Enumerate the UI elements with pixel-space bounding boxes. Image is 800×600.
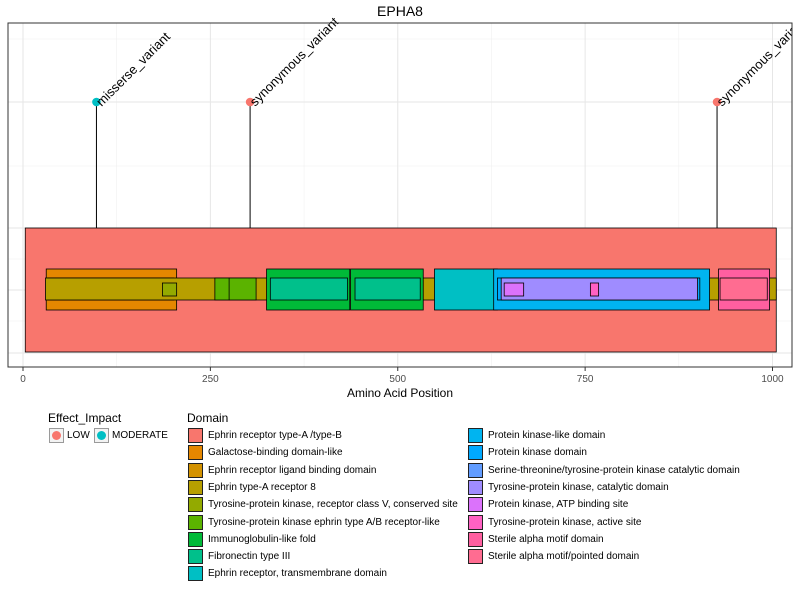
legend-domain-item: Serine-threonine/tyrosine-protein kinase… (468, 462, 740, 478)
domain-segment (719, 277, 768, 301)
lollipop-head (712, 97, 722, 107)
legend-swatch (188, 462, 203, 478)
legend-label: Ephrin receptor ligand binding domain (208, 464, 377, 476)
legend-dot (52, 431, 61, 440)
legend-domain-item: Galactose-binding domain-like (188, 445, 343, 461)
legend-key (49, 428, 64, 443)
legend-effect-title: Effect_Impact (48, 411, 122, 425)
legend-label: Tyrosine-protein kinase, receptor class … (208, 499, 458, 511)
domain-segment (434, 268, 498, 311)
chart-title: EPHA8 (377, 3, 423, 19)
x-tick-label: 0 (20, 374, 26, 385)
domain-16 (719, 277, 768, 301)
legend-label: Immunoglobulin-like fold (208, 533, 316, 545)
legend-label: Protein kinase, ATP binding site (488, 499, 629, 511)
legend-label: Ephrin receptor type-A /type-B (208, 430, 342, 441)
domain-segment (214, 277, 231, 301)
legend-domain-item: Ephrin receptor ligand binding domain (188, 462, 377, 478)
legend-swatch (468, 531, 483, 547)
legend-label: Protein kinase domain (488, 447, 587, 459)
domain-8 (434, 268, 498, 311)
panel-border (7, 22, 793, 368)
domain-4 (162, 282, 178, 297)
legend-label: LOW (67, 430, 90, 441)
legend-domain-item: Tyrosine-protein kinase, receptor class … (188, 497, 458, 513)
legend-swatch (468, 462, 483, 478)
legend-swatch (468, 445, 483, 461)
domain-segment (162, 282, 178, 297)
legend-domain-item: Ephrin receptor, transmembrane domain (188, 566, 387, 582)
legend-domain-item: Protein kinase, ATP binding site (468, 497, 629, 513)
domain-segment (503, 282, 525, 297)
legend-label: Tyrosine-protein kinase, active site (488, 516, 642, 528)
x-tick-label: 1000 (761, 374, 784, 385)
legend-domain-item: Ephrin type-A receptor 8 (188, 479, 316, 495)
legend-dot (97, 431, 106, 440)
legend-label: Fibronectin type III (208, 551, 291, 563)
legend-label: Ephrin receptor, transmembrane domain (208, 568, 387, 580)
legend-effect-item: LOW (49, 428, 90, 443)
clip-mask-right (792, 0, 800, 400)
legend-swatch (188, 445, 203, 461)
legend-label: MODERATE (112, 430, 168, 441)
legend-swatch (188, 497, 203, 513)
domain-segment (354, 277, 421, 301)
legend-swatch (468, 549, 483, 565)
legend-label: Sterile alpha motif domain (488, 533, 604, 545)
legend-label: Tyrosine-protein kinase ephrin type A/B … (208, 516, 440, 528)
x-axis-label: Amino Acid Position (347, 386, 453, 400)
domain-segment (589, 282, 600, 297)
legend-swatch (188, 549, 203, 565)
legend-domain-item: Protein kinase-like domain (468, 428, 605, 443)
legend-label: Tyrosine-protein kinase, catalytic domai… (488, 481, 669, 493)
legend-swatch (468, 514, 483, 530)
domain-5 (214, 277, 257, 301)
x-tick-label: 500 (389, 374, 406, 385)
legend-effect-item: MODERATE (94, 428, 168, 443)
legend-domain-item: Ephrin receptor type-A /type-B (188, 428, 342, 443)
lollipop-head (245, 97, 255, 107)
domain-14 (589, 282, 600, 297)
legend-domain-item: Sterile alpha motif/pointed domain (468, 549, 640, 565)
legend-key (94, 428, 109, 443)
lollipop-head (92, 97, 101, 107)
legend-domain-item: Protein kinase domain (468, 445, 587, 461)
legend-swatch (468, 479, 483, 495)
domain-segment (228, 277, 257, 301)
domain-12 (500, 277, 698, 301)
domain-13 (503, 282, 525, 297)
legend-swatch (188, 566, 203, 582)
legend-domain-item: Tyrosine-protein kinase, catalytic domai… (468, 479, 669, 495)
legend-domain-item: Tyrosine-protein kinase ephrin type A/B … (188, 514, 440, 530)
legend-swatch (468, 497, 483, 513)
domain-segment (500, 277, 698, 301)
legend-swatch (188, 531, 203, 547)
legend-swatch (468, 428, 483, 443)
legend-label: Ephrin type-A receptor 8 (208, 481, 316, 493)
legend-swatch (188, 479, 203, 495)
legend-label: Serine-threonine/tyrosine-protein kinase… (488, 464, 740, 476)
legend-label: Galactose-binding domain-like (208, 447, 343, 459)
legend-label: Protein kinase-like domain (488, 430, 606, 441)
legend-domain-title: Domain (187, 411, 229, 425)
legend-domain-item: Sterile alpha motif domain (468, 531, 604, 547)
legend-domain-item: Tyrosine-protein kinase, active site (468, 514, 642, 530)
domain-7 (269, 277, 421, 301)
legend-domain-item: Fibronectin type III (188, 549, 291, 565)
x-tick-label: 750 (577, 374, 594, 385)
legend-swatch (188, 428, 203, 443)
x-tick-label: 250 (202, 374, 219, 385)
domain-segment (269, 277, 348, 301)
legend-swatch (188, 514, 203, 530)
legend-domain-item: Immunoglobulin-like fold (188, 531, 316, 547)
legend-label: Sterile alpha motif/pointed domain (488, 551, 640, 563)
